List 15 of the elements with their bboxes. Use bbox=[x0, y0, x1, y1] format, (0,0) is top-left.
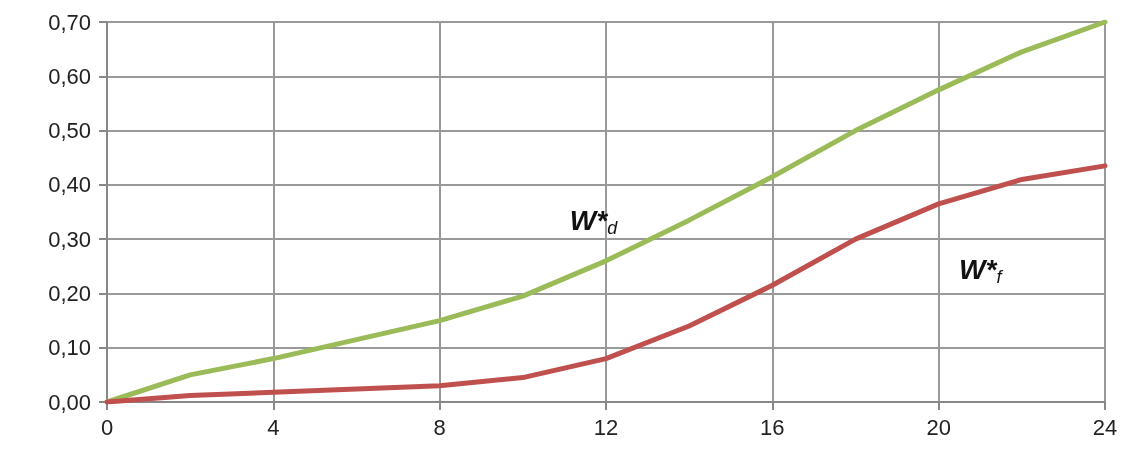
y-tick-label: 0,40 bbox=[48, 172, 91, 198]
y-tick-label: 0,60 bbox=[48, 63, 91, 89]
x-tick-label: 8 bbox=[433, 414, 446, 440]
x-tick-label: 12 bbox=[593, 414, 619, 440]
x-tick-label: 24 bbox=[1092, 414, 1118, 440]
x-tick-label: 20 bbox=[926, 414, 951, 440]
y-tick-label: 0,20 bbox=[48, 280, 91, 306]
x-tick-label: 16 bbox=[760, 414, 785, 440]
y-tick-label: 0,30 bbox=[48, 226, 91, 252]
y-tick-label: 0,10 bbox=[48, 335, 91, 361]
y-tick-label: 0,00 bbox=[48, 389, 91, 415]
x-tick-label: 4 bbox=[267, 414, 280, 440]
y-tick-label: 0,70 bbox=[48, 9, 91, 35]
y-tick-label: 0,50 bbox=[48, 118, 91, 144]
x-tick-label: 0 bbox=[100, 414, 114, 440]
